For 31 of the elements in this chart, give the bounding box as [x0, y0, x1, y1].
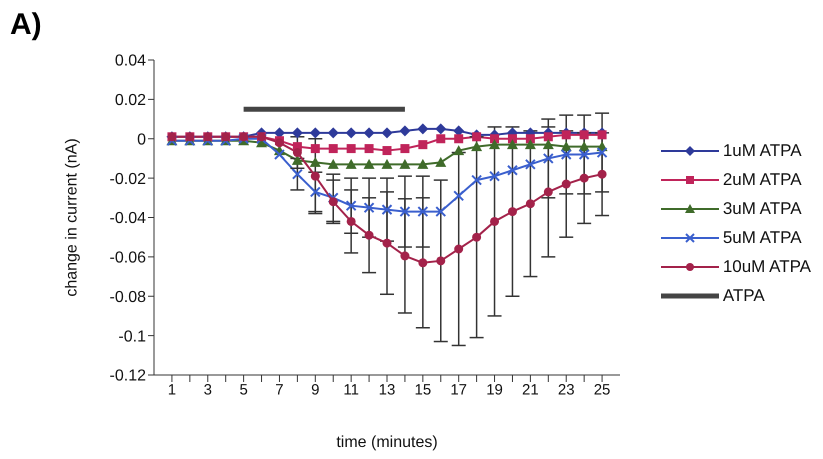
x-tick-label: 5	[239, 382, 248, 399]
x-tick-label: 25	[594, 382, 610, 399]
y-tick-label: -0.02	[110, 170, 146, 188]
legend-label: 1uM ATPA	[722, 140, 802, 160]
x-tick-label: 23	[558, 382, 575, 399]
y-tick-label: -0.04	[110, 210, 146, 228]
x-tick-label: 11	[343, 382, 359, 399]
y-tick-label: 0.04	[114, 52, 146, 70]
y-tick-label: 0.02	[114, 92, 146, 110]
x-tick-label: 1	[168, 382, 176, 399]
x-tick-label: 15	[414, 382, 432, 399]
x-tick-label: 9	[311, 382, 320, 399]
x-tick-label: 13	[378, 382, 396, 399]
x-tick-label: 21	[522, 382, 539, 399]
y-tick-label: -0.12	[110, 368, 146, 385]
y-tick-label: -0.06	[110, 250, 146, 267]
y-axis-title: change in current (nA)	[64, 138, 81, 297]
x-tick-label: 17	[450, 382, 468, 399]
x-tick-label: 7	[275, 382, 284, 399]
x-tick-label: 3	[204, 382, 212, 399]
x-tick-label: 19	[486, 382, 503, 399]
legend-label: 3uM ATPA	[722, 198, 802, 218]
x-axis-title: time (minutes)	[336, 434, 438, 451]
legend-label: 2uM ATPA	[722, 170, 802, 190]
legend-label: ATPA	[722, 286, 765, 306]
legend-label: 10uM ATPA	[722, 256, 811, 276]
y-tick-label: -0.08	[110, 288, 146, 306]
y-tick-label: -0.1	[118, 328, 146, 346]
legend-label: 5uM ATPA	[722, 228, 802, 248]
chart-title: A)	[10, 8, 42, 42]
y-tick-label: 0	[137, 131, 146, 148]
